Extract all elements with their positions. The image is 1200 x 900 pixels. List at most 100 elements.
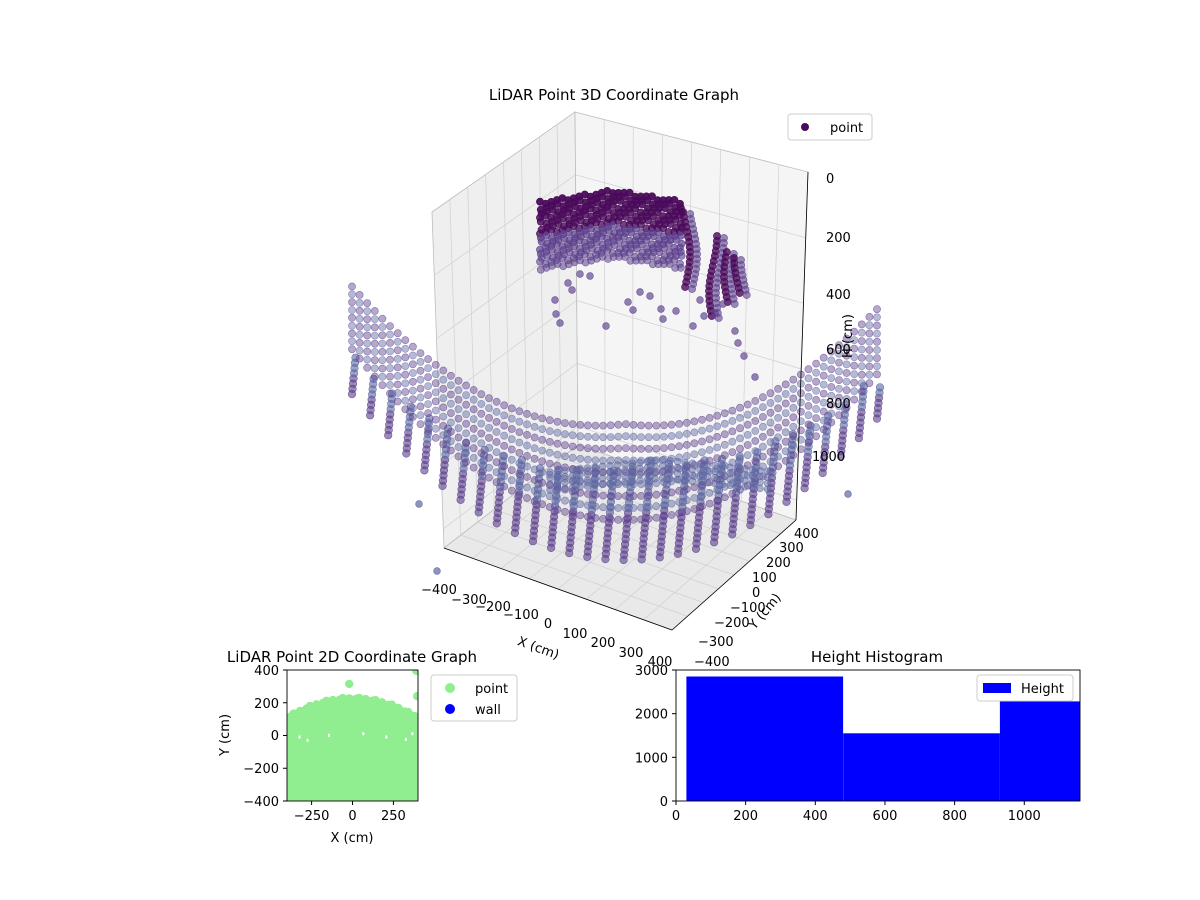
data-gap-2d	[404, 738, 407, 741]
chart-2d-y-ticks: 400 200 0 −200 −400	[243, 664, 287, 810]
data-point-3d	[713, 422, 722, 431]
data-point-3d	[492, 468, 501, 476]
data-point-3d	[454, 405, 463, 414]
data-point-3d	[636, 288, 644, 296]
data-point-3d	[625, 188, 634, 197]
data-point-3d	[500, 452, 509, 460]
chart-3d-title: LiDAR Point 3D Coordinate Graph	[489, 86, 739, 104]
data-point-3d	[873, 354, 881, 362]
grid-line	[576, 300, 802, 370]
data-point-3d	[781, 409, 790, 417]
y-tick-label: −400	[243, 795, 279, 810]
data-point-3d	[393, 363, 402, 372]
data-point-3d	[865, 354, 874, 363]
data-point-3d	[629, 420, 638, 429]
data-point-3d	[652, 502, 661, 511]
data-point-3d	[469, 405, 478, 414]
data-point-3d	[644, 491, 653, 500]
data-point-3d	[363, 347, 372, 356]
data-point-3d	[797, 389, 805, 398]
data-point-3d	[523, 483, 531, 492]
data-point-3d	[348, 337, 356, 346]
data-point-3d	[355, 338, 364, 347]
data-point-3d	[586, 272, 594, 280]
x-tick-label: 600	[873, 809, 898, 824]
data-point-3d	[424, 409, 432, 417]
data-point-3d	[743, 430, 752, 439]
data-point-3d	[454, 433, 463, 442]
data-point-3d	[698, 415, 706, 424]
y-tick-label: 2000	[635, 708, 668, 723]
data-point-3d	[660, 489, 668, 498]
data-point-3d	[523, 430, 531, 439]
data-point-3d	[720, 430, 729, 439]
data-point-3d	[431, 424, 440, 433]
z-ticks: 0 200 400 600 800 1000	[812, 172, 851, 465]
data-point-3d	[378, 381, 387, 389]
data-point-3d	[819, 362, 828, 371]
data-point-3d	[789, 413, 798, 422]
data-point-3d	[819, 353, 828, 362]
data-point-3d	[454, 386, 463, 395]
data-point-3d	[629, 306, 637, 314]
data-point-3d	[873, 370, 881, 379]
data-point-3d	[469, 444, 478, 453]
data-point-3d	[363, 331, 372, 340]
legend-2d-label-wall: wall	[475, 703, 501, 718]
data-point-3d	[781, 390, 790, 398]
grid-line	[467, 186, 478, 523]
data-point-3d	[743, 400, 752, 409]
data-point-3d	[743, 410, 752, 419]
data-point-3d	[644, 514, 653, 523]
data-point-3d	[622, 444, 630, 452]
x-tick-label: 1000	[1008, 809, 1041, 824]
data-point-3d	[348, 345, 356, 354]
data-point-3d	[759, 452, 767, 461]
data-point-3d	[348, 329, 356, 338]
data-point-3d	[424, 382, 432, 390]
data-point-3d	[660, 444, 668, 452]
data-point-3d	[591, 514, 600, 522]
grid-line	[643, 510, 769, 621]
data-point-3d	[500, 482, 509, 491]
data-point-3d	[515, 438, 524, 447]
data-point-3d	[781, 456, 790, 465]
data-point-3d	[789, 403, 798, 412]
data-point-3d	[538, 425, 547, 433]
data-point-3d	[804, 429, 813, 438]
data-point-3d	[804, 420, 813, 429]
data-point-3d	[682, 418, 691, 427]
data-point-3d	[378, 364, 387, 373]
data-point-3d	[492, 428, 501, 436]
data-point-3d	[850, 370, 859, 378]
legend-histogram-swatch	[983, 683, 1011, 693]
data-point-3d	[530, 476, 539, 484]
data-point-3d	[636, 476, 644, 485]
data-point-3d	[507, 404, 516, 413]
data-point-3d	[667, 432, 676, 440]
data-point-3d	[736, 424, 744, 433]
grid-line	[741, 156, 751, 502]
data-point-3d	[591, 433, 600, 442]
data-point-3d	[614, 444, 623, 453]
data-point-3d	[561, 507, 569, 516]
data-point-3d	[850, 327, 859, 336]
data-point-3d	[363, 299, 372, 307]
y-tick-label: −100	[730, 601, 766, 616]
data-point-3d	[378, 314, 387, 323]
data-point-3d	[781, 428, 790, 437]
data-point-3d	[599, 503, 607, 512]
data-point-3d	[689, 322, 697, 330]
data-point-3d	[416, 411, 425, 420]
data-point-3d	[652, 433, 661, 441]
data-point-3d	[599, 421, 607, 430]
data-point-3d	[576, 420, 585, 429]
data-point-3d	[736, 413, 744, 422]
data-point-3d	[401, 405, 410, 414]
legend-3d-marker	[801, 123, 809, 131]
data-point-3d	[751, 397, 760, 405]
data-point-2d	[413, 715, 418, 725]
data-point-3d	[378, 356, 387, 365]
data-point-3d	[416, 384, 425, 393]
data-point-3d	[500, 401, 509, 410]
